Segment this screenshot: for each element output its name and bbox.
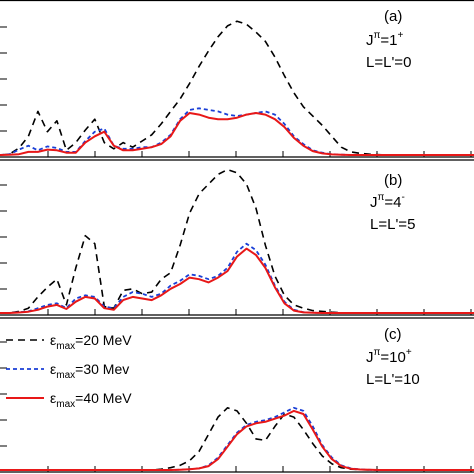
panel-a-jpi-value: =1 [380,32,397,49]
panel-c-series-e30 [0,406,474,471]
panel-b-jpi-pi: π [378,192,385,203]
panel-b-label: (b) [384,172,402,189]
panel-a-label: (a) [384,8,402,25]
panel-c-jpi: Jπ=10+ [366,347,412,366]
legend-entry-e30: εmax=30 Mev [6,361,129,381]
legend-entry-e20: εmax=20 MeV [6,332,132,352]
panel-a-l-label: L=L'=0 [366,54,411,71]
panel-b-jpi-value: =4 [384,194,401,211]
panel-c-jpi-value: =10 [380,349,405,366]
panel-a-ticks [0,26,472,157]
panel-c-series [0,406,474,471]
panel-a-series-e20 [0,20,474,156]
legend-text-e40: εmax=40 MeV [50,390,132,410]
panel-c-jpi-pi: π [374,347,381,358]
legend-text-e20: εmax=20 MeV [50,332,132,352]
legend-text-e30: εmax=30 Mev [50,361,129,381]
panel-a-series-e40 [0,112,474,156]
panel-b-jpi-parity: - [402,192,405,203]
panel-b-series [0,168,474,314]
panel-c-series-e20 [0,406,474,471]
panel-a-jpi-parity: + [398,30,404,41]
panel-a: (a) Jπ=1+ L=L'=0 [0,0,474,158]
panel-b-jpi-j: J [370,194,378,211]
panel-b-series-e40 [0,247,474,314]
panel-a-jpi-pi: π [374,30,381,41]
panel-c: (c) Jπ=10+ L=L'=10 [0,317,474,473]
panel-a-series-e30 [0,107,474,156]
panel-b-jpi: Jπ=4- [370,192,405,211]
panel-c-l-label: L=L'=10 [366,371,420,388]
panel-c-jpi-j: J [366,349,374,366]
panel-c-series-e40 [0,409,474,471]
panel-c-label: (c) [384,326,402,343]
panel-c-jpi-parity: + [406,347,412,358]
panel-b: (b) Jπ=4- L=L'=5 [0,159,474,316]
panel-a-jpi: Jπ=1+ [366,30,404,49]
legend: εmax=20 MeV εmax=30 Mev εmax=40 MeV [6,332,132,410]
legend-entry-e40: εmax=40 MeV [6,390,132,410]
panel-b-series-e30 [0,242,474,314]
panel-a-jpi-j: J [366,32,374,49]
panel-a-series [0,20,474,156]
panel-b-l-label: L=L'=5 [370,216,415,233]
